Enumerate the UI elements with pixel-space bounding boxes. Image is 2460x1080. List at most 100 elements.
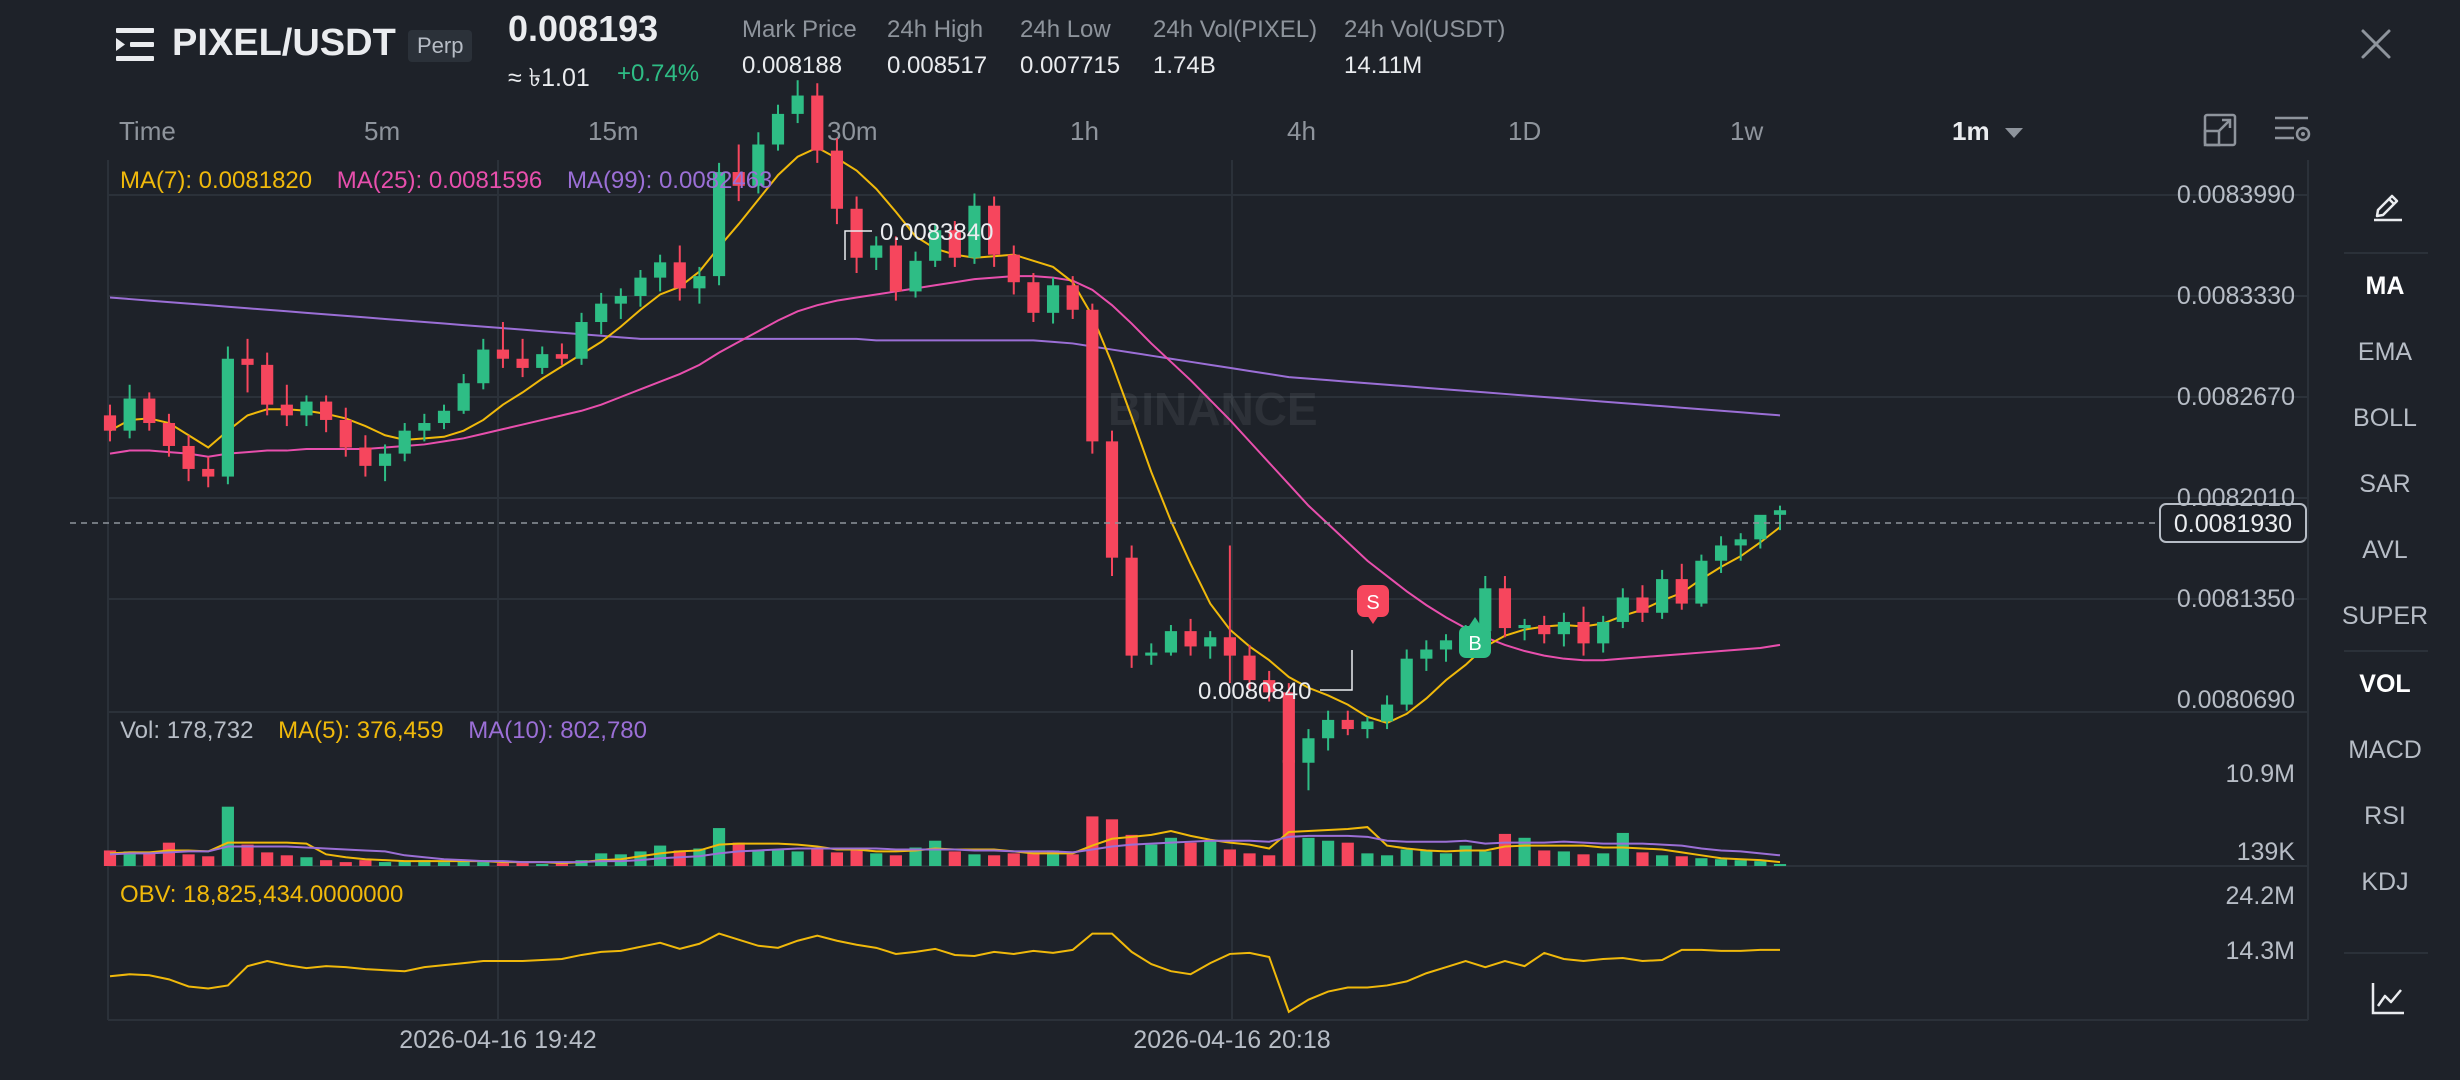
candle-body [1027, 282, 1040, 313]
volume-bar [261, 852, 274, 866]
candle-body [1164, 631, 1178, 653]
chart-annotations: 0.0081930 0.0083840 0.0080840 S B [70, 219, 2307, 705]
close-icon[interactable] [2360, 28, 2392, 60]
candle-body [536, 354, 549, 368]
indicator-boll[interactable]: BOLL [2353, 404, 2417, 432]
indicator-macd[interactable]: MACD [2348, 736, 2422, 764]
tab-1h[interactable]: 1h [1070, 116, 1099, 146]
chart-settings-icon[interactable] [2272, 112, 2312, 148]
tab-1w[interactable]: 1w [1730, 116, 1764, 146]
sell-signal-marker[interactable]: S [1357, 585, 1389, 624]
obv-indicator [109, 932, 1780, 1014]
candle-body [1125, 557, 1138, 656]
price-tick: 0.0083990 [2177, 181, 2295, 209]
volume-bar [1734, 860, 1747, 866]
candle-body [555, 354, 568, 359]
stat-24h-low: 24h Low 0.007715 [1020, 16, 1120, 80]
candle-body [1675, 579, 1688, 604]
volume-bar [320, 860, 333, 866]
price-tick: 0.0083330 [2177, 282, 2295, 310]
obv-line [109, 932, 1780, 1014]
stat-value: 14.11M [1344, 52, 1423, 79]
volume-bar [162, 842, 176, 866]
candle-body [123, 398, 136, 431]
candle-body [221, 358, 234, 477]
volume-bars [103, 760, 1787, 866]
candlestick-chart[interactable]: BINANCE 0.0081930 0.0083840 0.0080840 S … [0, 0, 2330, 1080]
volume-bar [1086, 816, 1099, 866]
chart-icon[interactable] [2370, 980, 2406, 1016]
volume-bar [1322, 840, 1335, 866]
menu-icon[interactable] [116, 26, 154, 64]
volume-bar [870, 853, 883, 866]
indicator-kdj[interactable]: KDJ [2361, 868, 2409, 896]
volume-bar [811, 847, 824, 866]
volume-bar [909, 847, 922, 866]
fullscreen-icon[interactable] [2202, 112, 2238, 148]
tab-1d[interactable]: 1D [1508, 116, 1542, 146]
volume-bar [1656, 855, 1669, 866]
volume-bar [1066, 854, 1079, 866]
volume-bar [850, 850, 863, 866]
panel-divider [2344, 252, 2428, 254]
candle-body [673, 262, 686, 289]
volume-bar [634, 851, 647, 866]
candle-body [1420, 649, 1433, 659]
stat-value: 0.008188 [742, 52, 843, 79]
candle-body [850, 208, 863, 258]
indicator-vol[interactable]: VOL [2359, 670, 2411, 698]
pencil-icon[interactable] [2370, 186, 2406, 222]
volume-bar [1361, 853, 1374, 866]
tab-5m[interactable]: 5m [364, 116, 401, 146]
indicator-rsi[interactable]: RSI [2364, 802, 2406, 830]
volume-bar [791, 851, 804, 866]
indicator-ma[interactable]: MA [2365, 272, 2405, 300]
candle-body [1105, 441, 1119, 558]
candle-body [1400, 658, 1413, 705]
candle-body [300, 401, 313, 416]
candle-body [1656, 579, 1669, 613]
volume-bar [1400, 849, 1413, 866]
indicator-avl[interactable]: AVL [2362, 536, 2408, 564]
volume-bar [1302, 837, 1315, 866]
indicator-sar[interactable]: SAR [2359, 470, 2411, 498]
candle-body [948, 230, 961, 258]
buy-signal-marker[interactable]: B [1459, 617, 1491, 658]
current-price-label: 0.0081930 [2174, 510, 2292, 538]
tab-time[interactable]: Time [119, 116, 176, 146]
candle-body [339, 419, 352, 448]
volume-bar [1282, 760, 1295, 866]
candle-body [280, 404, 293, 416]
candle-body [418, 423, 431, 431]
tab-30m[interactable]: 30m [827, 116, 878, 146]
volume-value: Vol: 178,732 [120, 717, 254, 744]
volume-bar [378, 862, 392, 866]
obv-tick: 14.3M [2226, 937, 2295, 965]
volume-bar [359, 860, 372, 866]
ma7-legend: MA(7): 0.0081820 [120, 167, 313, 194]
volume-bar [1164, 837, 1178, 866]
chart-grid [107, 160, 2309, 1021]
candle-body [202, 468, 215, 477]
interval-selector[interactable]: 1m [1952, 116, 2023, 147]
indicator-ema[interactable]: EMA [2357, 338, 2413, 366]
stat-value: 0.007715 [1020, 52, 1121, 79]
candle-body [1695, 560, 1708, 604]
volume-bar [1243, 853, 1256, 866]
candle-body [929, 230, 942, 261]
candle-body [1341, 719, 1354, 730]
volume-bar [477, 862, 490, 866]
symbol-title[interactable]: PIXEL/USDT [172, 22, 396, 64]
volume-bar [1420, 850, 1433, 866]
tab-15m[interactable]: 15m [588, 116, 639, 146]
volume-bar [948, 851, 961, 866]
candle-body [103, 415, 117, 431]
tab-4h[interactable]: 4h [1287, 116, 1316, 146]
panel-divider [2344, 650, 2428, 652]
candle-body [1145, 652, 1158, 656]
moving-average-lines [109, 146, 1781, 725]
volume-bar [1714, 859, 1728, 866]
indicator-super[interactable]: SUPER [2341, 602, 2429, 630]
volume-tick: 10.9M [2226, 760, 2295, 788]
candle-body [143, 398, 156, 424]
